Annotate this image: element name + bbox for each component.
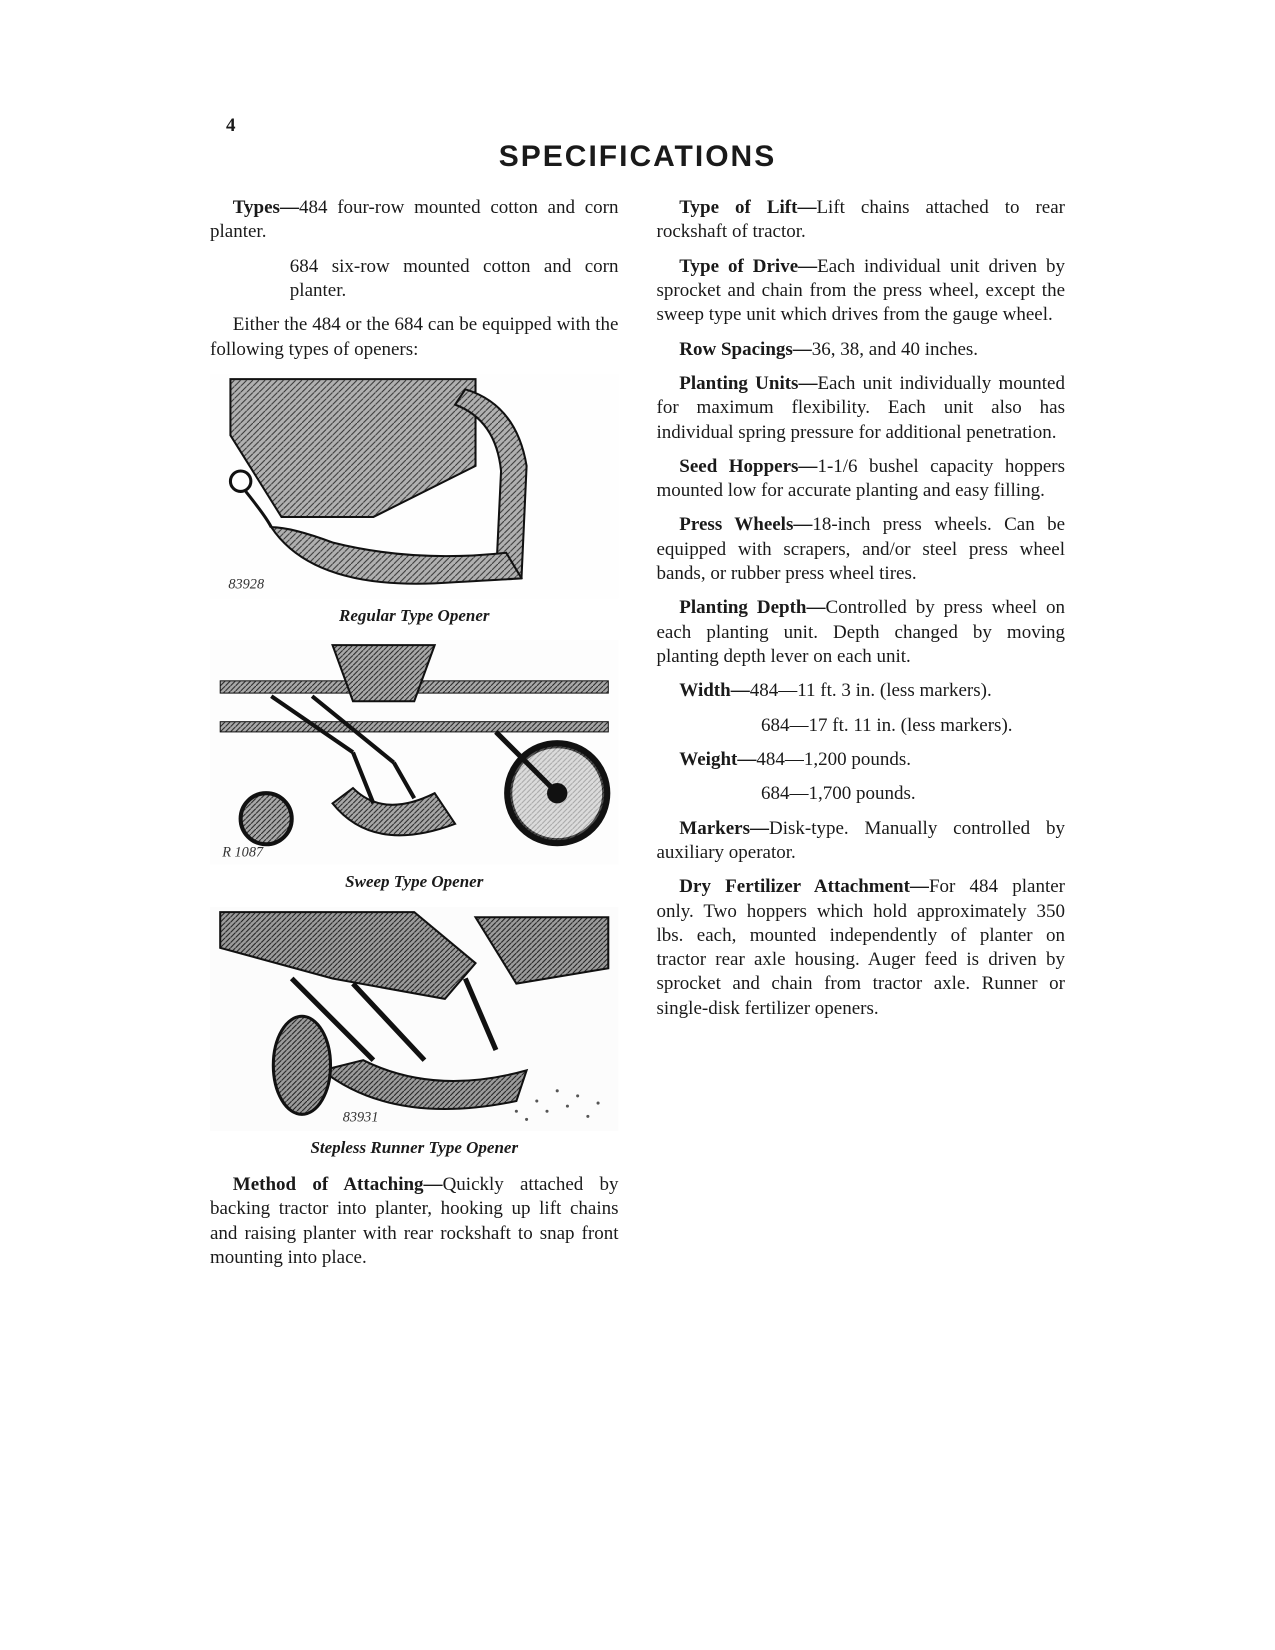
press-label: Press Wheels— <box>679 514 812 535</box>
width-line-1: Width—484—11 ft. 3 in. (less markers). <box>657 679 1066 703</box>
width-label: Width— <box>679 680 749 701</box>
page-number: 4 <box>226 115 236 137</box>
fig2-caption: Sweep Type Opener <box>210 871 619 893</box>
hoppers-label: Seed Hoppers— <box>679 456 817 477</box>
lift-label: Type of Lift— <box>679 197 816 218</box>
sweep-opener-illustration: R 1087 <box>210 640 619 865</box>
width-text-1: 484—11 ft. 3 in. (less markers). <box>750 680 992 701</box>
stepless-runner-illustration: 83931 <box>210 907 619 1132</box>
weight-text-1: 484—1,200 pounds. <box>756 749 911 770</box>
row-spacing-paragraph: Row Spacings—36, 38, and 40 inches. <box>657 338 1066 362</box>
fert-label: Dry Fertilizer Attachment— <box>679 876 929 897</box>
right-column: Type of Lift—Lift chains attached to rea… <box>657 196 1066 1280</box>
row-text: 36, 38, and 40 inches. <box>812 339 978 360</box>
planting-depth-paragraph: Planting Depth—Controlled by press wheel… <box>657 596 1066 669</box>
fig3-caption: Stepless Runner Type Opener <box>210 1137 619 1159</box>
fig1-caption: Regular Type Opener <box>210 605 619 627</box>
regular-opener-illustration: 83928 <box>210 374 619 599</box>
types-line-2: 684 six-row mounted cotton and corn plan… <box>210 255 619 304</box>
weight-label: Weight— <box>679 749 756 770</box>
drive-label: Type of Drive— <box>679 256 817 277</box>
weight-line-2: 684—1,700 pounds. <box>657 782 1066 806</box>
fig2-code: R 1087 <box>221 845 264 861</box>
fig3-code: 83931 <box>343 1109 379 1125</box>
width-line-2: 684—17 ft. 11 in. (less markers). <box>657 714 1066 738</box>
figure-stepless-runner-opener: 83931 <box>210 907 619 1132</box>
markers-label: Markers— <box>679 818 769 839</box>
page: 4 SPECIFICATIONS Types—484 four-row moun… <box>0 0 1275 1650</box>
drive-paragraph: Type of Drive—Each individual unit drive… <box>657 255 1066 328</box>
fertilizer-paragraph: Dry Fertilizer Attachment—For 484 plante… <box>657 875 1066 1021</box>
figure-sweep-opener: R 1087 <box>210 640 619 865</box>
planting-units-paragraph: Planting Units—Each unit individually mo… <box>657 372 1066 445</box>
types-line-1: Types—484 four-row mounted cotton and co… <box>210 196 619 245</box>
page-title: SPECIFICATIONS <box>210 140 1065 174</box>
method-label: Method of Attaching— <box>233 1174 443 1195</box>
left-column: Types—484 four-row mounted cotton and co… <box>210 196 619 1280</box>
units-label: Planting Units— <box>679 373 817 394</box>
fert-text: For 484 planter only. Two hoppers which … <box>657 876 1066 1019</box>
types-label: Types— <box>233 197 299 218</box>
fig1-code: 83928 <box>228 576 264 592</box>
two-column-layout: Types—484 four-row mounted cotton and co… <box>210 196 1065 1280</box>
figure-regular-opener: 83928 <box>210 374 619 599</box>
markers-paragraph: Markers—Disk-type. Manually controlled b… <box>657 817 1066 866</box>
either-paragraph: Either the 484 or the 684 can be equippe… <box>210 313 619 362</box>
lift-paragraph: Type of Lift—Lift chains attached to rea… <box>657 196 1066 245</box>
press-wheels-paragraph: Press Wheels—18-inch press wheels. Can b… <box>657 513 1066 586</box>
seed-hoppers-paragraph: Seed Hoppers—1-1/6 bushel capacity hoppe… <box>657 455 1066 504</box>
method-paragraph: Method of Attaching—Quickly attached by … <box>210 1173 619 1270</box>
row-label: Row Spacings— <box>679 339 812 360</box>
depth-label: Planting Depth— <box>679 597 825 618</box>
weight-line-1: Weight—484—1,200 pounds. <box>657 748 1066 772</box>
